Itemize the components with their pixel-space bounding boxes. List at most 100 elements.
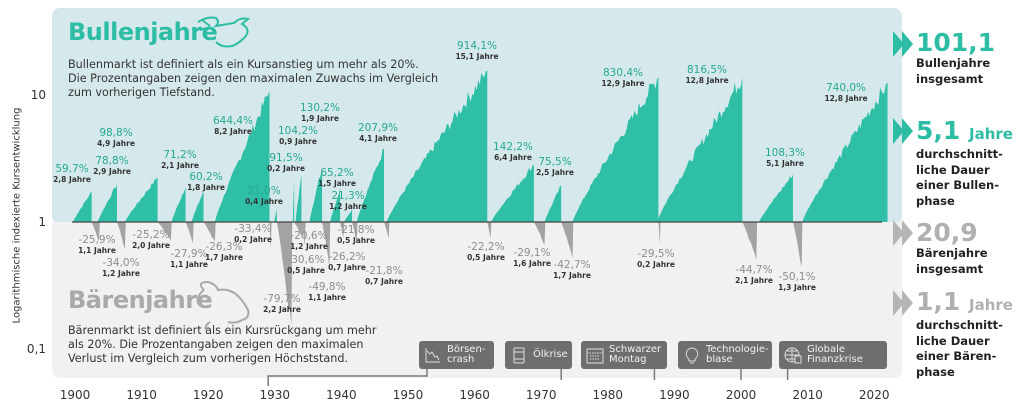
bear-desc-line: als 20%. Die Prozentangaben zeigen den m… — [68, 338, 364, 351]
oil-barrel-icon — [513, 347, 525, 364]
stat-bear-average: 1,1 Jahre durchschnitt- liche Dauer eine… — [916, 289, 1013, 380]
bull-duration-label: 4,9 Jahre — [97, 139, 135, 148]
bear-loss-label: -79,7% — [263, 293, 300, 305]
bear-duration-label: 2,2 Jahre — [263, 305, 301, 314]
bear-market-area — [352, 222, 358, 242]
bull-desc-line: zum vorherigen Tiefstand. — [68, 86, 215, 99]
bull-gain-label: 91,5% — [269, 152, 302, 164]
bull-market-area — [386, 71, 488, 222]
lightbulb-icon — [685, 347, 699, 364]
bear-duration-label: 1,3 Jahre — [778, 283, 816, 292]
bear-duration-label: 1,7 Jahre — [205, 253, 243, 262]
stat-bull-total: 101,1 Bullenjahre insgesamt — [916, 30, 995, 87]
bear-loss-label: -29,1% — [513, 247, 550, 259]
bear-desc-line: Bärenmarkt ist definiert als ein Kursrüc… — [68, 324, 377, 337]
x-tick-label: 1990 — [659, 388, 690, 402]
bull-gain-label: 830,4% — [603, 67, 643, 79]
bear-loss-label: -25,2% — [132, 229, 169, 241]
bull-duration-label: 2,5 Jahre — [536, 168, 574, 177]
bear-market-area — [91, 222, 100, 242]
bull-gain-label: 142,2% — [493, 141, 533, 153]
bear-loss-label: -21,8% — [337, 224, 374, 236]
bull-gain-label: 108,3% — [765, 147, 805, 159]
stat-text: liche Dauer — [916, 162, 990, 177]
bull-gain-label: 21,0% — [247, 185, 280, 197]
bull-gain-label: 75,5% — [538, 156, 571, 168]
bull-market-area — [274, 209, 277, 222]
stat-text: einer Bullen- — [916, 178, 999, 192]
stat-text: insgesamt — [916, 261, 984, 276]
stat-bull-average: 5,1 Jahre durchschnitt- liche Dauer eine… — [916, 118, 1013, 209]
y-tick-label: 10 — [31, 88, 46, 102]
bear-duration-label: 1,2 Jahre — [102, 269, 140, 278]
bear-duration-label: 2,0 Jahre — [132, 241, 170, 250]
y-tick-label: 1 — [38, 215, 46, 229]
bull-market-area — [802, 83, 888, 222]
bear-market-area — [203, 222, 216, 242]
double-arrow-icon — [893, 290, 913, 316]
bear-loss-label: -22,2% — [467, 241, 504, 253]
event-chart-crash[interactable]: Börsen-crash — [419, 341, 494, 369]
bear-market-area — [384, 222, 390, 239]
bear-icon — [196, 280, 250, 331]
event-connector — [267, 369, 428, 386]
event-label: Technologie-blase — [706, 343, 769, 365]
bear-panel — [52, 222, 902, 378]
bull-gain-label: 71,2% — [163, 149, 196, 161]
bull-duration-label: 1,2 Jahre — [329, 202, 367, 211]
bear-market-area — [294, 222, 303, 238]
stat-value: 1,1 — [916, 287, 961, 316]
bull-duration-label: 4,1 Jahre — [359, 134, 397, 143]
bear-market-area — [116, 222, 126, 250]
bull-market-area — [309, 167, 323, 222]
double-arrow-icon — [893, 220, 913, 246]
bull-duration-label: 1,5 Jahre — [318, 179, 356, 188]
bear-market-area — [742, 222, 758, 261]
stat-text: durchschnitt- — [916, 147, 1003, 161]
bull-market-area — [97, 184, 117, 222]
stat-text: einer Bären- — [916, 349, 997, 363]
x-tick-label: 2020 — [859, 388, 890, 402]
bear-duration-label: 2,1 Jahre — [735, 276, 773, 285]
x-tick-label: 1900 — [60, 388, 91, 402]
bear-loss-label: -21,8% — [365, 265, 402, 277]
event-globe-coins[interactable]: Globale Finanzkrise — [779, 341, 887, 369]
bull-gain-label: 59,7% — [55, 163, 88, 175]
stat-text: Bärenjahre — [916, 246, 988, 260]
bull-desc-line: Die Prozentangaben zeigen den maximalen … — [68, 72, 439, 85]
bear-market-area — [269, 222, 272, 249]
bull-gain-label: 65,2% — [320, 167, 353, 179]
event-label: Ölkrise — [533, 348, 568, 360]
bear-loss-label: -25,9% — [78, 234, 115, 246]
bear-desc-line: Verlust im Vergleich zum vorherigen Höch… — [68, 352, 348, 365]
stat-value: 101,1 — [916, 28, 996, 57]
bull-gain-label: 21,3% — [331, 190, 364, 202]
bull-market-area — [330, 189, 341, 222]
bear-loss-label: -27,9% — [170, 248, 207, 260]
bull-gain-label: 207,9% — [358, 122, 398, 134]
bull-market-area — [292, 179, 295, 222]
bear-duration-label: 0,5 Jahre — [467, 253, 505, 262]
x-tick-label: 1910 — [126, 388, 157, 402]
bear-duration-label: 0,5 Jahre — [287, 266, 325, 275]
bull-market-area — [491, 164, 534, 222]
event-lightbulb[interactable]: Technologie-blase — [678, 341, 772, 369]
bull-gain-label: 644,4% — [213, 115, 253, 127]
double-arrow-icon — [893, 31, 913, 57]
x-tick-label: 1930 — [260, 388, 291, 402]
event-calendar[interactable]: Schwarzer Montag — [581, 341, 667, 369]
event-oil-barrel[interactable]: Ölkrise — [505, 341, 572, 369]
bull-market-area — [191, 191, 204, 222]
x-tick-label: 1920 — [193, 388, 224, 402]
bull-market-area — [657, 77, 743, 222]
stat-text: liche Dauer — [916, 333, 990, 348]
bear-duration-label: 0,7 Jahre — [365, 277, 403, 286]
x-tick-label: 1950 — [393, 388, 424, 402]
event-label: Globale Finanzkrise — [807, 343, 863, 365]
stat-unit: Jahre — [969, 125, 1013, 143]
bull-gain-label: 78,8% — [95, 155, 128, 167]
stat-text: phase — [916, 364, 955, 379]
bear-market-area — [487, 222, 492, 239]
bull-market-area — [356, 148, 385, 222]
bear-duration-label: 0,7 Jahre — [328, 263, 366, 272]
